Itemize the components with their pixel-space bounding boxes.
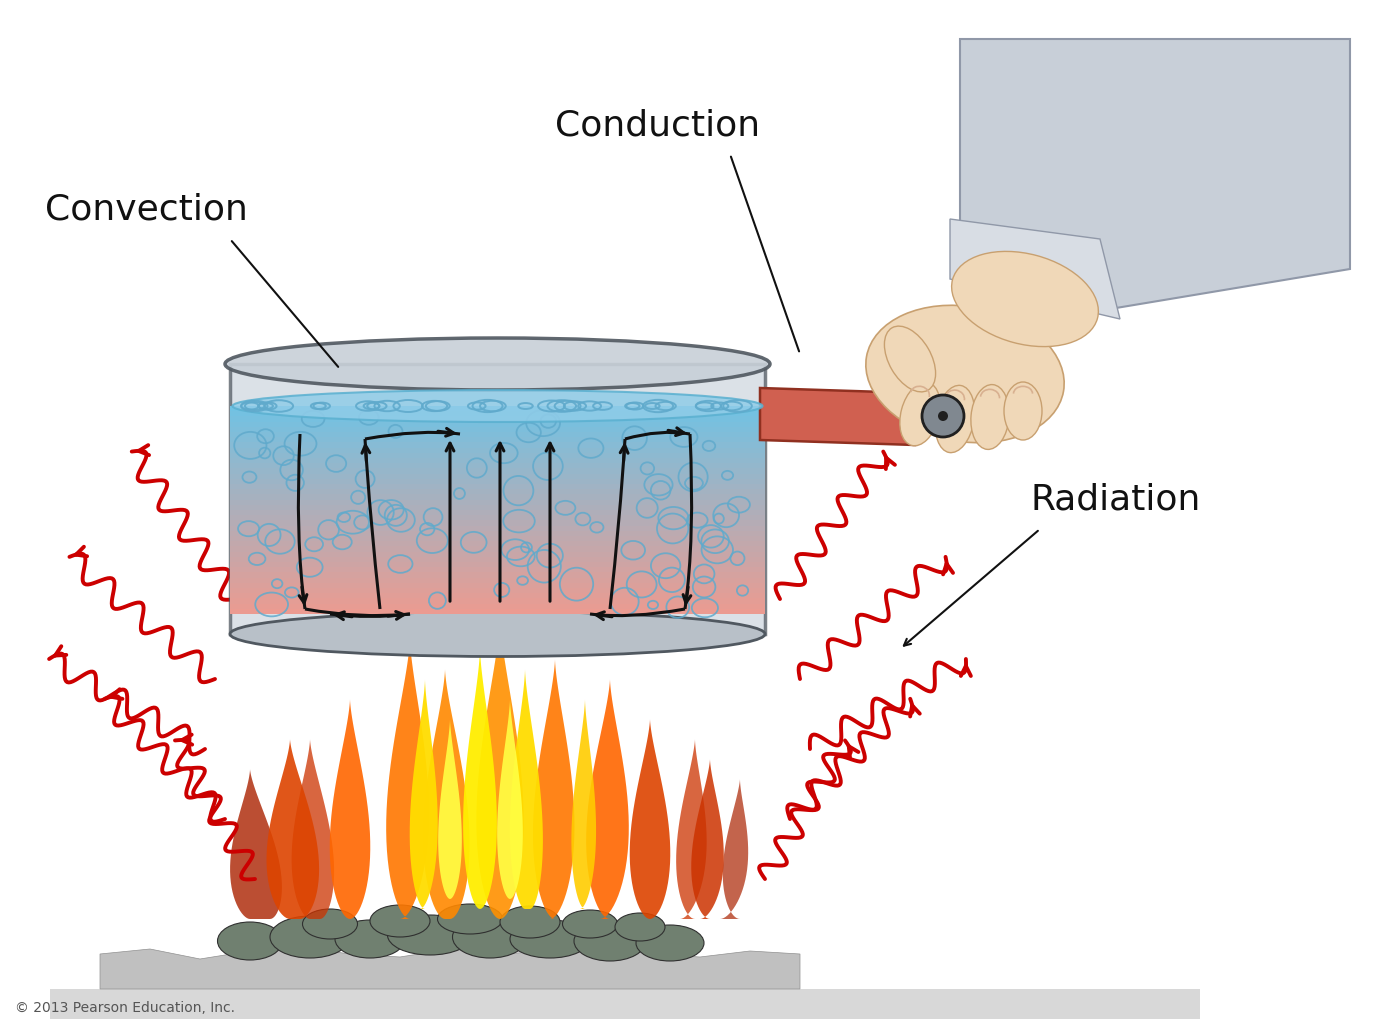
Polygon shape [230,500,764,505]
Ellipse shape [636,925,704,961]
Ellipse shape [225,338,770,390]
Polygon shape [330,699,370,919]
Polygon shape [230,573,764,578]
Polygon shape [497,699,522,899]
Ellipse shape [970,385,1009,450]
Polygon shape [720,780,748,919]
Ellipse shape [510,920,589,958]
Ellipse shape [302,909,357,940]
Polygon shape [230,448,764,453]
Ellipse shape [909,393,921,445]
Polygon shape [230,547,764,552]
Ellipse shape [900,383,941,446]
Ellipse shape [438,904,503,934]
Polygon shape [386,640,428,919]
Polygon shape [230,427,764,433]
Text: Convection: Convection [45,193,248,227]
Polygon shape [951,220,1120,320]
Ellipse shape [1004,382,1042,440]
Polygon shape [463,649,497,909]
Polygon shape [230,588,764,594]
Ellipse shape [500,906,560,938]
Polygon shape [291,740,335,919]
Polygon shape [230,536,764,542]
Polygon shape [230,479,764,484]
Polygon shape [230,417,764,422]
Polygon shape [510,669,543,909]
Polygon shape [230,594,764,599]
Polygon shape [230,769,281,919]
Polygon shape [230,599,764,604]
Polygon shape [587,680,629,919]
Polygon shape [230,484,764,490]
Polygon shape [230,495,764,500]
Polygon shape [50,989,1200,1019]
Ellipse shape [923,395,965,437]
Ellipse shape [217,922,283,960]
Polygon shape [230,505,764,511]
Polygon shape [230,469,764,474]
Text: Radiation: Radiation [1030,483,1200,517]
Ellipse shape [865,306,1064,443]
Polygon shape [230,516,764,521]
Ellipse shape [615,913,665,942]
Polygon shape [533,659,574,919]
Polygon shape [410,680,438,909]
Polygon shape [230,583,764,588]
Polygon shape [230,521,764,526]
Polygon shape [230,422,764,427]
Polygon shape [230,464,764,469]
Text: Conduction: Conduction [554,108,760,142]
Polygon shape [230,365,764,635]
Polygon shape [760,388,916,445]
Polygon shape [692,759,724,919]
Polygon shape [230,407,764,412]
Ellipse shape [935,386,974,453]
Polygon shape [960,40,1350,320]
Polygon shape [476,620,524,919]
Text: © 2013 Pearson Education, Inc.: © 2013 Pearson Education, Inc. [15,1000,235,1014]
Polygon shape [438,719,462,899]
Polygon shape [230,490,764,495]
Polygon shape [230,526,764,531]
Polygon shape [230,604,764,609]
Polygon shape [230,568,764,573]
Polygon shape [230,474,764,479]
Polygon shape [230,459,764,464]
Polygon shape [230,562,764,568]
Ellipse shape [938,412,948,422]
Ellipse shape [388,915,473,955]
Ellipse shape [230,611,764,657]
Polygon shape [230,542,764,547]
Polygon shape [230,609,764,614]
Ellipse shape [232,390,763,423]
Ellipse shape [452,916,528,958]
Ellipse shape [574,921,645,961]
Polygon shape [630,719,671,919]
Ellipse shape [885,327,935,392]
Polygon shape [99,947,799,989]
Ellipse shape [952,252,1099,347]
Polygon shape [266,740,319,919]
Polygon shape [423,669,469,919]
Polygon shape [230,412,764,417]
Polygon shape [230,438,764,443]
Ellipse shape [335,920,405,958]
Polygon shape [230,557,764,562]
Polygon shape [230,578,764,583]
Polygon shape [230,443,764,448]
Polygon shape [676,740,707,919]
Ellipse shape [370,905,430,937]
Polygon shape [230,552,764,557]
Ellipse shape [563,910,617,938]
Polygon shape [571,699,596,909]
Polygon shape [230,511,764,516]
Polygon shape [230,433,764,438]
Ellipse shape [270,916,350,958]
Polygon shape [230,531,764,536]
Polygon shape [230,453,764,459]
